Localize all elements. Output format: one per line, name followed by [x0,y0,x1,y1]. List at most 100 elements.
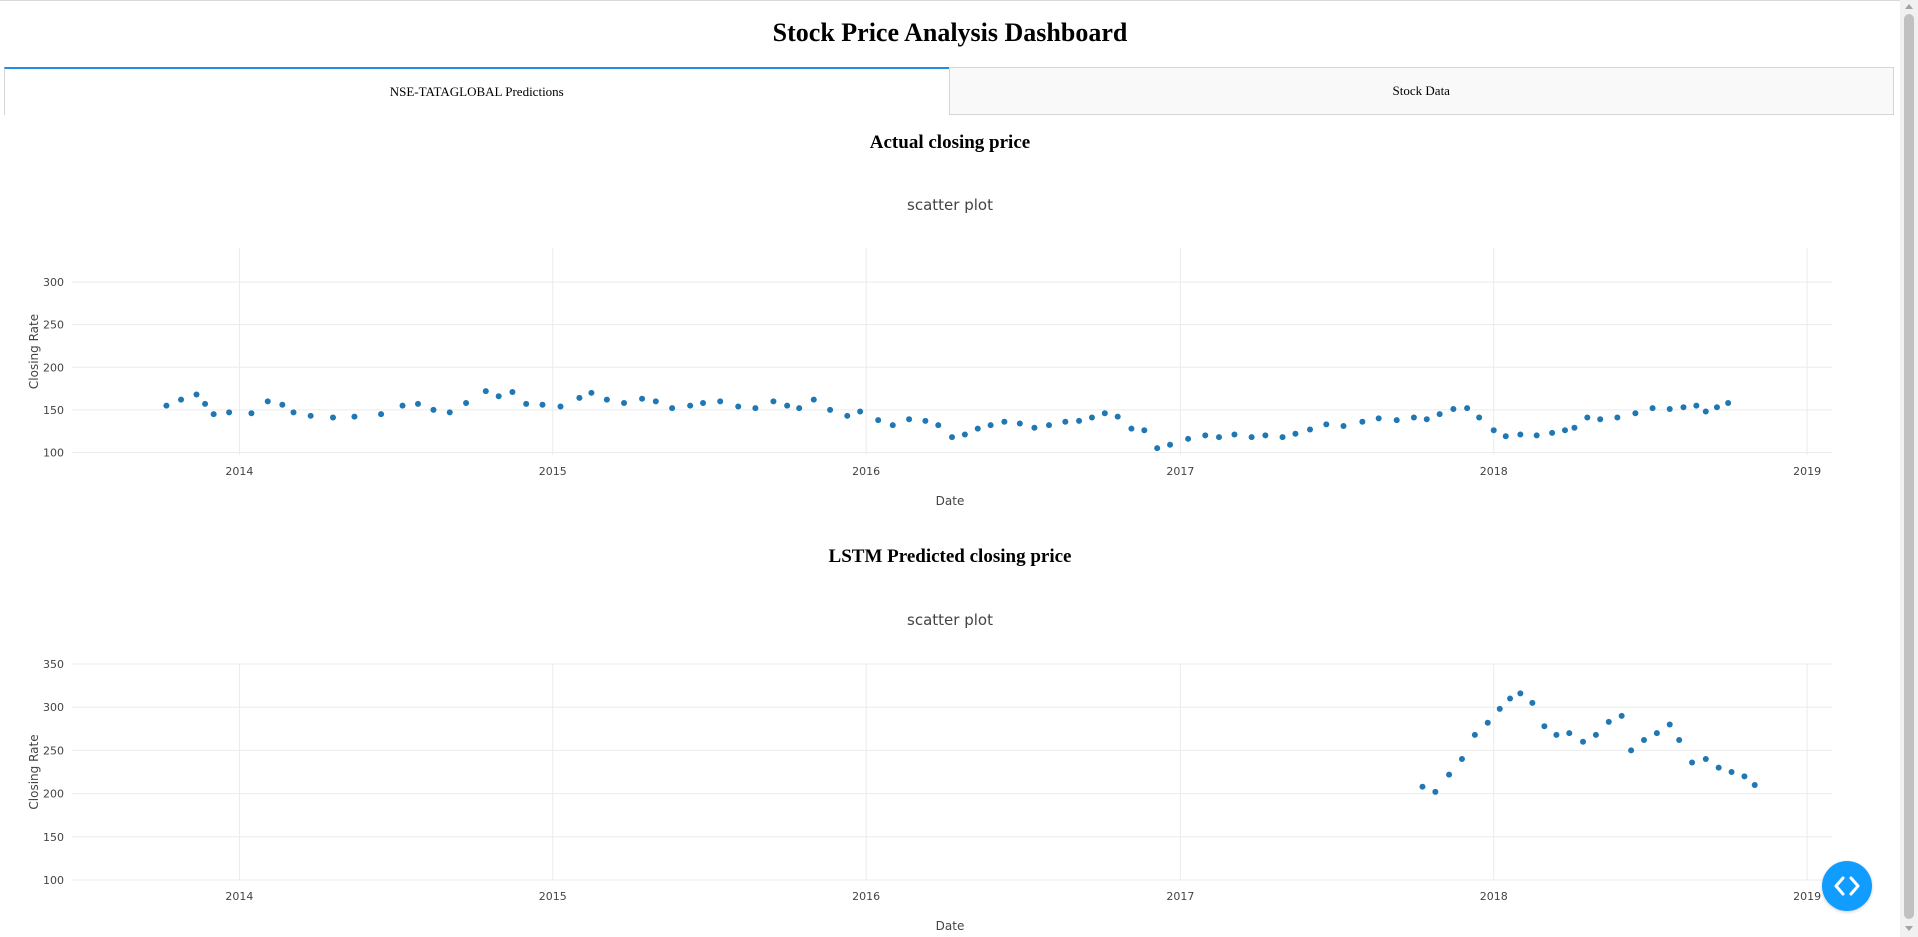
data-point[interactable] [1423,416,1430,423]
data-point[interactable] [735,403,742,410]
data-point[interactable] [1592,731,1599,738]
data-point[interactable] [264,398,271,405]
data-point[interactable] [1628,747,1635,754]
data-point[interactable] [1666,721,1673,728]
data-point[interactable] [1517,690,1524,697]
data-point[interactable] [178,396,185,403]
data-point[interactable] [935,422,942,429]
data-point[interactable] [875,417,882,424]
data-point[interactable] [1359,418,1366,425]
data-point[interactable] [399,402,406,409]
data-point[interactable] [652,398,659,405]
data-point[interactable] [1114,413,1121,420]
data-point[interactable] [463,400,470,407]
data-point[interactable] [329,414,336,421]
data-point[interactable] [523,400,530,407]
data-point[interactable] [857,408,864,415]
data-point[interactable] [1653,730,1660,737]
data-point[interactable] [687,402,694,409]
data-point[interactable] [961,431,968,438]
data-point[interactable] [810,396,817,403]
data-point[interactable] [1167,441,1174,448]
data-point[interactable] [1713,404,1720,411]
data-point[interactable] [1375,415,1382,422]
data-point[interactable] [1649,405,1656,412]
data-point[interactable] [1458,756,1465,763]
data-point[interactable] [1154,445,1161,452]
data-point[interactable] [700,400,707,407]
data-point[interactable] [1076,417,1083,424]
data-point[interactable] [1553,731,1560,738]
data-point[interactable] [1571,424,1578,431]
data-point[interactable] [1693,402,1700,409]
data-point[interactable] [1618,712,1625,719]
data-point[interactable] [1605,718,1612,725]
tab-predictions[interactable]: NSE-TATAGLOBAL Predictions [4,67,949,115]
data-point[interactable] [1640,737,1647,744]
data-point[interactable] [1490,427,1497,434]
data-point[interactable] [844,412,851,419]
data-point[interactable] [1751,781,1758,788]
data-point[interactable] [1496,705,1503,712]
data-point[interactable] [495,393,502,400]
data-point[interactable] [974,425,981,432]
data-point[interactable] [1279,434,1286,441]
data-point[interactable] [1689,759,1696,766]
data-point[interactable] [1323,421,1330,428]
data-point[interactable] [1561,427,1568,434]
data-point[interactable] [193,391,200,398]
data-point[interactable] [1725,400,1732,407]
data-point[interactable] [279,401,286,408]
data-point[interactable] [1307,426,1314,433]
data-point[interactable] [1088,414,1095,421]
data-point[interactable] [1484,719,1491,726]
data-point[interactable] [1436,411,1443,418]
data-point[interactable] [1476,414,1483,421]
data-point[interactable] [1419,783,1426,790]
data-point[interactable] [603,396,610,403]
data-point[interactable] [1262,432,1269,439]
data-point[interactable] [1584,414,1591,421]
data-point[interactable] [482,388,489,395]
data-point[interactable] [588,389,595,396]
debug-menu-button[interactable] [1822,861,1872,911]
data-point[interactable] [1666,406,1673,412]
data-point[interactable] [202,400,209,407]
data-point[interactable] [639,395,646,402]
data-point[interactable] [949,434,955,441]
data-point[interactable] [1202,432,1209,439]
data-point[interactable] [770,398,777,405]
scroll-up-arrow-icon[interactable] [1905,4,1913,9]
data-point[interactable] [1101,410,1108,417]
data-point[interactable] [1046,422,1053,429]
data-point[interactable] [1450,406,1457,412]
data-point[interactable] [1031,424,1038,431]
data-point[interactable] [1728,769,1735,775]
data-point[interactable] [1614,414,1621,421]
data-point[interactable] [1062,418,1069,425]
data-point[interactable] [1446,771,1453,778]
data-point[interactable] [827,406,834,413]
data-point[interactable] [1507,695,1514,702]
data-point[interactable] [1517,431,1524,438]
data-point[interactable] [1741,773,1748,780]
data-point[interactable] [1549,429,1556,436]
data-point[interactable] [1393,417,1400,424]
data-point[interactable] [307,412,314,419]
data-point[interactable] [446,409,453,416]
scroll-thumb[interactable] [1904,14,1914,919]
data-point[interactable] [539,401,546,408]
data-point[interactable] [1016,420,1023,427]
data-point[interactable] [557,403,564,410]
data-point[interactable] [752,405,759,412]
data-point[interactable] [1141,427,1148,434]
data-point[interactable] [1248,434,1255,441]
data-point[interactable] [1001,418,1008,425]
data-point[interactable] [576,394,583,401]
data-point[interactable] [1464,405,1471,412]
data-point[interactable] [1185,435,1192,442]
data-point[interactable] [922,417,929,424]
data-point[interactable] [226,409,233,416]
data-point[interactable] [1715,764,1722,771]
data-point[interactable] [248,410,255,417]
